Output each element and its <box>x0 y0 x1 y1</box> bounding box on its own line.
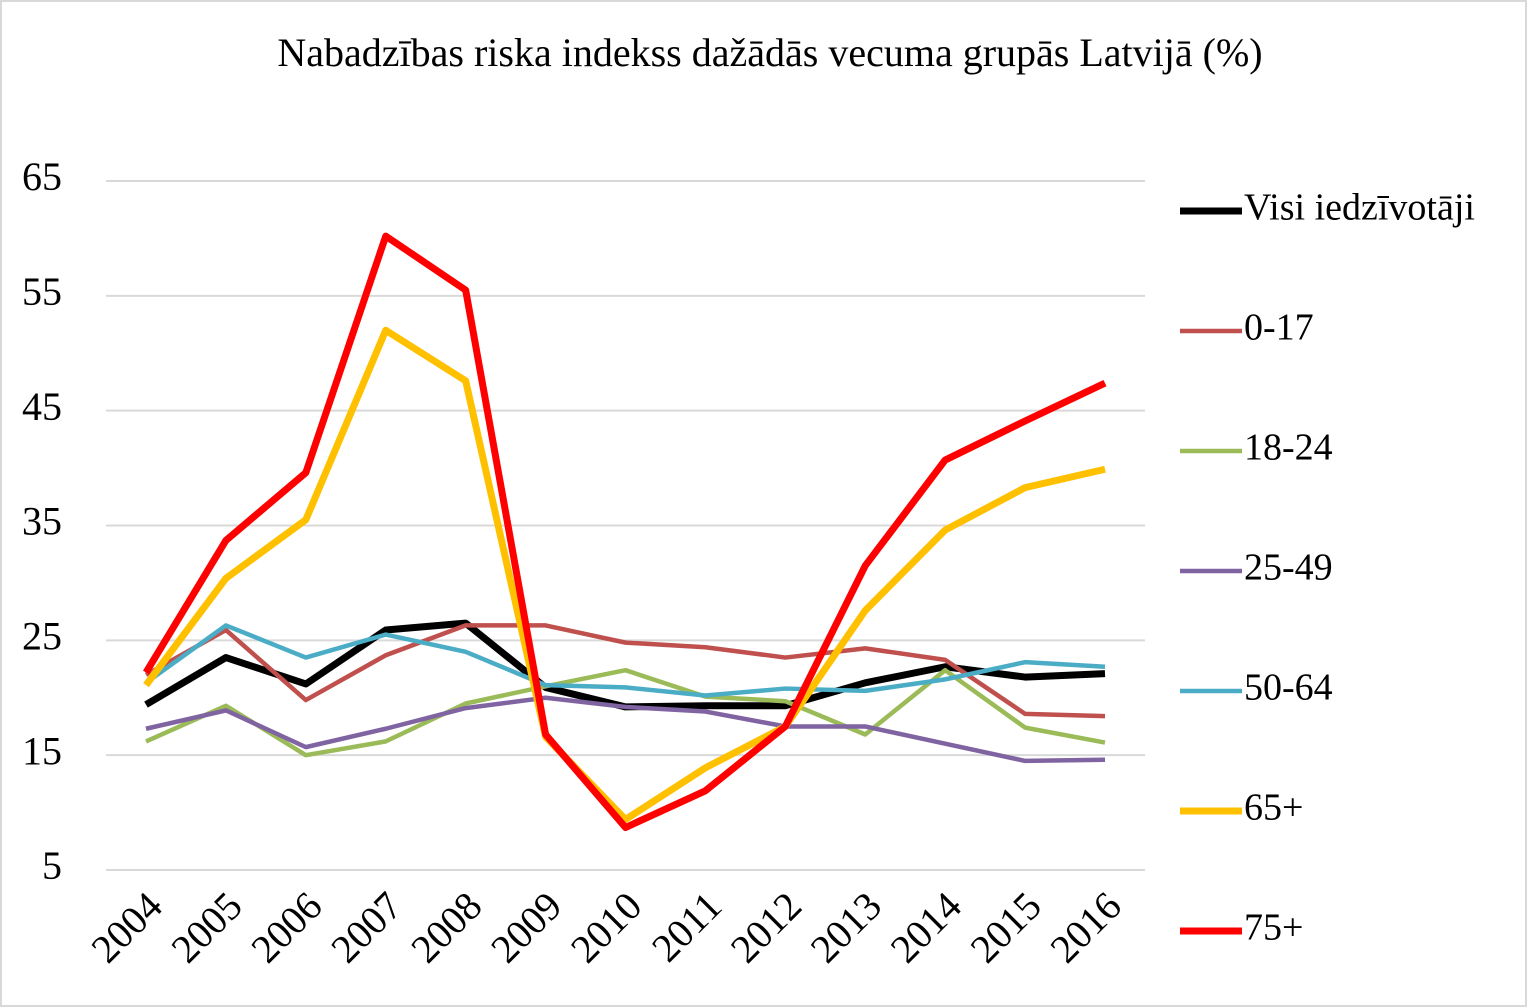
chart-title: Nabadzības riska indekss dažādās vecuma … <box>277 30 1262 75</box>
y-tick-label: 25 <box>22 614 62 659</box>
y-tick-label: 35 <box>22 499 62 544</box>
series-line <box>145 695 1106 764</box>
legend-label: Visi iedzīvotāji <box>1244 187 1475 229</box>
legend-label: 18-24 <box>1244 427 1333 469</box>
legend-label: 50-64 <box>1244 667 1333 709</box>
series-line <box>143 232 1107 832</box>
y-tick-label: 5 <box>42 843 62 888</box>
series-line <box>144 623 1106 698</box>
y-tick-label: 15 <box>22 728 62 773</box>
series-line <box>143 326 1106 823</box>
y-tick-label: 55 <box>22 269 62 314</box>
legend-label: 75+ <box>1244 907 1303 949</box>
series-line <box>144 623 1106 719</box>
legend-label: 65+ <box>1244 787 1303 829</box>
legend-label: 0-17 <box>1244 307 1314 349</box>
legend-label: 25-49 <box>1244 547 1333 589</box>
y-tick-label: 65 <box>22 154 62 199</box>
y-tick-label: 45 <box>22 384 62 429</box>
series-line <box>145 667 1106 758</box>
